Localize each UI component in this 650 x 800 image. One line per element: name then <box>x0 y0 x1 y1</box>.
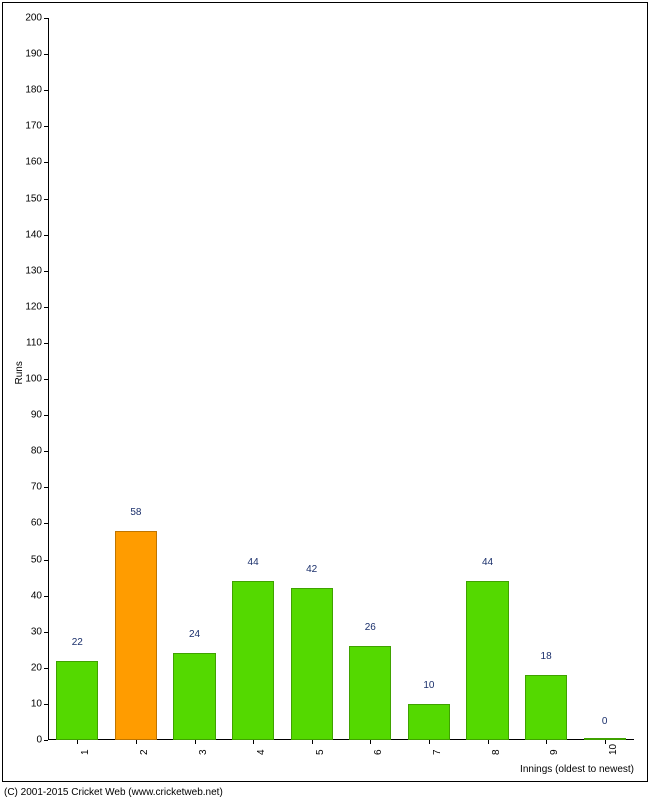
ytick-mark <box>44 343 48 344</box>
ytick-label: 150 <box>25 193 42 204</box>
xtick-label: 5 <box>315 749 326 755</box>
ytick-label: 100 <box>25 374 42 385</box>
bar-value-label: 24 <box>189 629 200 640</box>
ytick-mark <box>44 307 48 308</box>
xtick-label: 8 <box>491 749 502 755</box>
ytick-mark <box>44 126 48 127</box>
ytick-label: 10 <box>31 698 42 709</box>
xtick-mark <box>370 740 371 744</box>
xtick-mark <box>77 740 78 744</box>
xtick-label: 6 <box>373 749 384 755</box>
ytick-label: 50 <box>31 554 42 565</box>
ytick-label: 90 <box>31 410 42 421</box>
ytick-label: 20 <box>31 662 42 673</box>
y-axis-label: Runs <box>14 361 25 384</box>
plot-area: 0102030405060708090100110120130140150160… <box>48 18 634 740</box>
y-axis-line <box>48 18 49 740</box>
bar <box>115 531 157 740</box>
bar-value-label: 26 <box>365 622 376 633</box>
ytick-label: 180 <box>25 85 42 96</box>
bar-value-label: 44 <box>248 557 259 568</box>
bar-value-label: 44 <box>482 557 493 568</box>
chart-container: 0102030405060708090100110120130140150160… <box>0 0 650 800</box>
ytick-mark <box>44 704 48 705</box>
xtick-mark <box>605 740 606 744</box>
xtick-mark <box>195 740 196 744</box>
x-axis-label: Innings (oldest to newest) <box>520 764 634 775</box>
ytick-label: 80 <box>31 446 42 457</box>
ytick-label: 200 <box>25 13 42 24</box>
ytick-mark <box>44 379 48 380</box>
bar <box>525 675 567 740</box>
ytick-label: 140 <box>25 229 42 240</box>
ytick-label: 120 <box>25 301 42 312</box>
ytick-mark <box>44 632 48 633</box>
ytick-mark <box>44 54 48 55</box>
bar-value-label: 58 <box>130 507 141 518</box>
ytick-mark <box>44 523 48 524</box>
bar-value-label: 10 <box>423 680 434 691</box>
bar <box>56 661 98 740</box>
ytick-mark <box>44 740 48 741</box>
xtick-label: 2 <box>139 749 150 755</box>
ytick-mark <box>44 596 48 597</box>
ytick-mark <box>44 18 48 19</box>
xtick-mark <box>488 740 489 744</box>
ytick-mark <box>44 162 48 163</box>
ytick-mark <box>44 199 48 200</box>
xtick-label: 3 <box>198 749 209 755</box>
copyright-text: (C) 2001-2015 Cricket Web (www.cricketwe… <box>4 787 223 798</box>
bar-value-label: 18 <box>541 651 552 662</box>
bar <box>173 653 215 740</box>
bar <box>349 646 391 740</box>
ytick-label: 190 <box>25 49 42 60</box>
ytick-label: 30 <box>31 626 42 637</box>
xtick-mark <box>429 740 430 744</box>
ytick-label: 160 <box>25 157 42 168</box>
ytick-label: 0 <box>36 735 42 746</box>
bar <box>232 581 274 740</box>
bar-value-label: 0 <box>602 716 608 727</box>
xtick-label: 7 <box>432 749 443 755</box>
xtick-mark <box>312 740 313 744</box>
bar <box>291 588 333 740</box>
ytick-label: 170 <box>25 121 42 132</box>
ytick-label: 130 <box>25 265 42 276</box>
xtick-label: 1 <box>80 749 91 755</box>
xtick-mark <box>546 740 547 744</box>
ytick-mark <box>44 560 48 561</box>
xtick-mark <box>253 740 254 744</box>
xtick-label: 9 <box>549 749 560 755</box>
bar-value-label: 22 <box>72 637 83 648</box>
ytick-label: 40 <box>31 590 42 601</box>
ytick-mark <box>44 668 48 669</box>
ytick-mark <box>44 415 48 416</box>
ytick-label: 110 <box>26 337 42 348</box>
ytick-mark <box>44 271 48 272</box>
xtick-label: 4 <box>256 749 267 755</box>
bar-value-label: 42 <box>306 564 317 575</box>
ytick-mark <box>44 235 48 236</box>
bar <box>408 704 450 740</box>
ytick-mark <box>44 90 48 91</box>
ytick-mark <box>44 487 48 488</box>
ytick-label: 60 <box>31 518 42 529</box>
xtick-label: 10 <box>608 744 619 755</box>
ytick-label: 70 <box>31 482 42 493</box>
ytick-mark <box>44 451 48 452</box>
xtick-mark <box>136 740 137 744</box>
bar <box>466 581 508 740</box>
